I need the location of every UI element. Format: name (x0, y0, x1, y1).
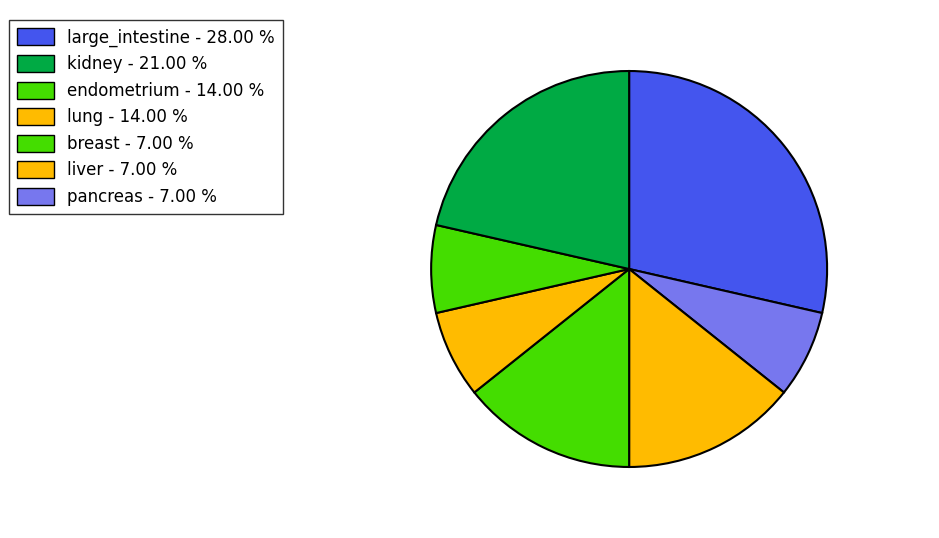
Wedge shape (436, 71, 629, 269)
Wedge shape (436, 269, 629, 392)
Wedge shape (629, 71, 827, 313)
Wedge shape (431, 225, 629, 313)
Wedge shape (474, 269, 629, 467)
Legend: large_intestine - 28.00 %, kidney - 21.00 %, endometrium - 14.00 %, lung - 14.00: large_intestine - 28.00 %, kidney - 21.0… (8, 20, 284, 214)
Wedge shape (629, 269, 784, 467)
Wedge shape (629, 269, 823, 392)
